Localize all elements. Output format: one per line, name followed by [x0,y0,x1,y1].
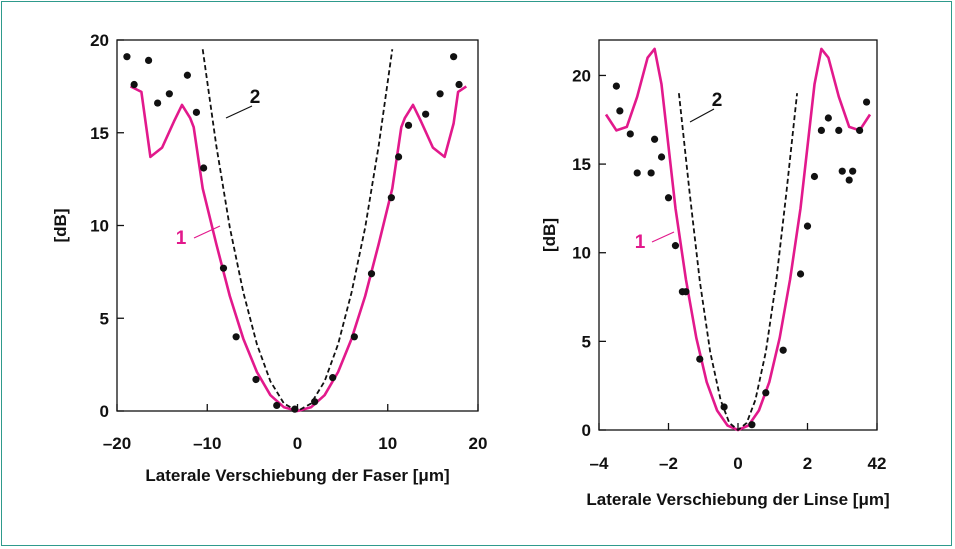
chart-fiber-displacement: –20 –10 0 10 20 0 5 10 15 20 Laterale Verschiebung… [51,31,487,485]
data-point [796,270,805,278]
data-point [183,71,191,79]
data-point [779,346,787,354]
model-curve-line [604,47,872,432]
data-point [856,126,864,135]
data-point [192,108,201,116]
model-curve-line [129,85,468,413]
data-point [762,389,770,397]
data-point [311,398,319,406]
y-tick-label: 10 [572,244,591,263]
data-point [422,110,430,118]
x-tick-label: 10 [378,434,397,453]
data-point [845,176,853,184]
x-axis-label: Laterale Verschiebung der Linse [μm] [586,490,889,509]
data-point [450,53,458,61]
curve-label-2: 2 [250,87,261,108]
data-point [367,270,376,278]
curve-label-1: 1 [635,232,646,253]
x-tick-label: –20 [103,434,131,453]
data-point [350,333,358,341]
data-point [626,130,634,138]
data-point [633,169,641,177]
data-point [144,56,153,65]
data-point [835,126,843,135]
data-point [232,333,240,341]
data-point [329,374,337,382]
x-tick-label: –10 [193,434,221,453]
data-point [130,80,138,89]
data-point [387,194,395,202]
data-point [394,153,403,161]
y-tick-label: 5 [582,332,591,351]
y-tick-label: 0 [582,421,591,440]
curve-label-2: 2 [712,90,723,111]
data-point [612,82,620,90]
data-point [720,403,728,411]
x-tick-label: 20 [469,434,488,453]
data-point [647,169,655,177]
data-point [165,90,173,98]
y-tick-label: 15 [572,155,591,174]
approx-curve-line [678,93,798,431]
data-point [219,264,228,272]
y-tick-label: 5 [100,309,109,328]
data-point [291,405,299,413]
x-axis-label: Laterale Verschiebung der Faser [μm] [145,466,449,485]
x-tick-label: 2 [803,454,812,473]
data-point [252,375,260,384]
data-point [455,80,463,89]
chart-lens-displacement: –4 –2 0 2 42 0 5 10 15 20 Laterale Verschiebung de… [540,39,890,509]
annotation-leader [225,105,253,119]
y-axis-label: [dB] [540,218,559,252]
data-point [123,53,131,61]
annotation-leader [651,231,675,243]
annotation-leader [193,225,221,239]
y-tick-label: 0 [100,402,109,421]
y-tick-label: 20 [572,66,591,85]
y-tick-label: 10 [90,217,109,236]
data-point [862,98,871,106]
data-point [849,167,857,175]
approx-curve-line [201,49,394,412]
data-point [404,121,413,129]
data-point [803,222,812,230]
y-tick-label: 20 [90,31,109,50]
y-tick-label: 15 [90,124,109,143]
data-point [651,135,659,143]
data-point [824,114,832,122]
data-point [616,107,624,115]
data-point [664,194,673,202]
data-point [748,421,756,429]
curve-label-1: 1 [176,228,187,249]
data-point [817,126,826,135]
data-point [696,355,704,363]
data-point [810,172,819,181]
data-point [657,153,666,161]
x-tick-label: 0 [733,454,742,473]
data-point [838,167,846,175]
annotation-leader [689,108,715,123]
x-tick-label: –2 [659,454,678,473]
data-point [436,90,444,98]
x-tick-label: 42 [868,454,887,473]
x-tick-label: –4 [590,454,609,473]
data-point [154,99,162,107]
y-axis-label: [dB] [51,209,70,243]
data-point [682,288,690,296]
data-point [273,401,281,410]
x-tick-label: 0 [293,434,302,453]
data-point [200,164,208,172]
data-point [671,242,680,250]
